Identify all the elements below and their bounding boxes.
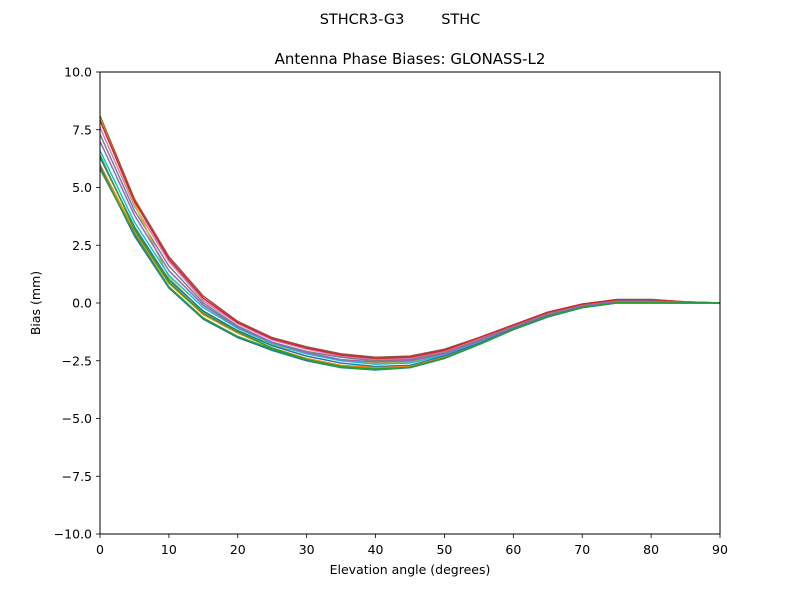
x-tick-label: 30 xyxy=(299,542,315,557)
x-tick-label: 40 xyxy=(368,542,384,557)
series-line-6 xyxy=(99,157,721,368)
series-line-4 xyxy=(99,117,721,364)
y-tick-label: −7.5 xyxy=(62,469,92,484)
x-tick-label: 90 xyxy=(712,542,728,557)
y-tick-label: 2.5 xyxy=(72,238,92,253)
y-tick-label: −2.5 xyxy=(62,353,92,368)
y-axis-ticks: −10.0 −7.5 −5.0 −2.5 0.0 2.5 5.0 7.5 10.0 xyxy=(54,65,100,542)
series-line-7 xyxy=(99,164,721,369)
series-line-5 xyxy=(99,150,721,365)
x-axis-ticks: 0 10 20 30 40 50 60 70 80 90 xyxy=(96,534,728,557)
x-tick-label: 10 xyxy=(161,542,177,557)
x-axis-label: Elevation angle (degrees) xyxy=(330,562,491,577)
figure-suptitle: STHCR3-G3 STHC xyxy=(320,12,481,28)
series-line-3 xyxy=(99,134,721,362)
series-line-12 xyxy=(99,168,720,371)
series-line-1 xyxy=(99,115,721,359)
chart-title: Antenna Phase Biases: GLONASS-L2 xyxy=(275,50,546,68)
y-tick-label: −10.0 xyxy=(54,527,92,542)
x-tick-label: 80 xyxy=(643,542,659,557)
series-line-9 xyxy=(99,140,721,363)
y-tick-label: 5.0 xyxy=(72,180,92,195)
y-tick-label: 0.0 xyxy=(72,296,92,311)
series-line-8 xyxy=(99,120,721,360)
x-tick-label: 0 xyxy=(96,542,104,557)
series-line-11 xyxy=(99,166,720,371)
x-tick-label: 20 xyxy=(230,542,246,557)
x-tick-label: 60 xyxy=(505,542,521,557)
series-line-2 xyxy=(99,127,721,361)
y-tick-label: −5.0 xyxy=(62,411,92,426)
y-tick-label: 7.5 xyxy=(72,122,92,137)
x-tick-label: 70 xyxy=(574,542,590,557)
y-axis-label: Bias (mm) xyxy=(28,271,43,335)
y-tick-label: 10.0 xyxy=(64,65,92,80)
series-lines xyxy=(99,115,721,371)
x-tick-label: 50 xyxy=(436,542,452,557)
series-line-10 xyxy=(99,154,720,370)
